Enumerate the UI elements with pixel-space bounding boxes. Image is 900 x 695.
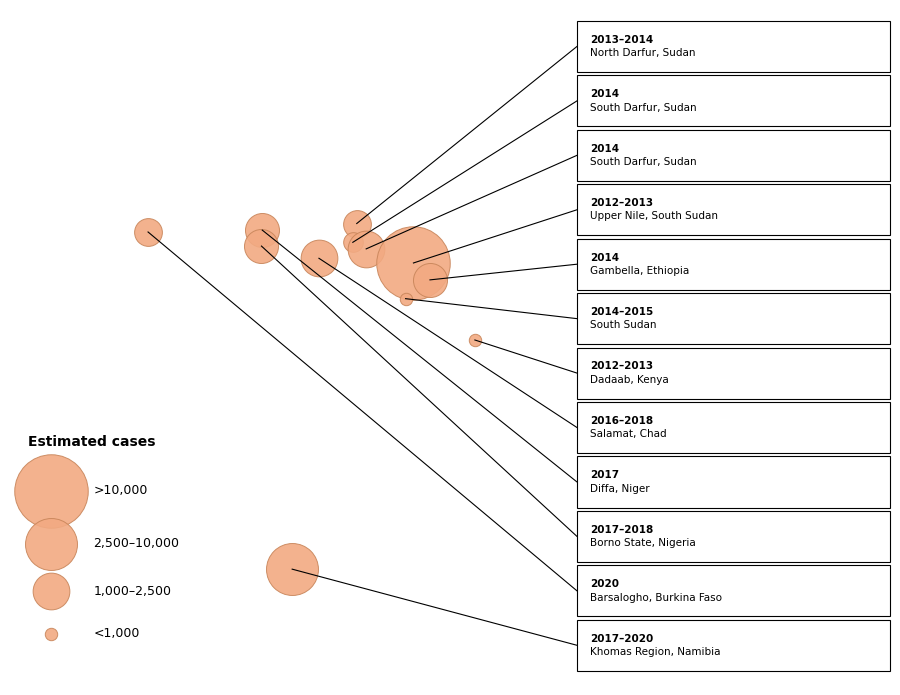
Text: South Sudan: South Sudan	[590, 320, 657, 330]
FancyBboxPatch shape	[577, 348, 890, 399]
Text: Estimated cases: Estimated cases	[28, 436, 155, 450]
FancyBboxPatch shape	[577, 402, 890, 453]
Text: <1,000: <1,000	[94, 627, 140, 640]
Text: 2012–2013: 2012–2013	[590, 198, 653, 208]
Point	[254, 240, 268, 252]
Point	[44, 628, 58, 639]
Point	[255, 224, 269, 236]
Text: 2,500–10,000: 2,500–10,000	[94, 537, 179, 550]
FancyBboxPatch shape	[577, 184, 890, 236]
Text: Diffa, Niger: Diffa, Niger	[590, 484, 650, 493]
Text: 2014–2015: 2014–2015	[590, 307, 653, 317]
FancyBboxPatch shape	[577, 565, 890, 616]
Point	[140, 227, 156, 238]
Point	[399, 293, 413, 304]
Point	[468, 334, 482, 345]
Text: >10,000: >10,000	[94, 484, 148, 498]
Text: Borno State, Nigeria: Borno State, Nigeria	[590, 538, 696, 548]
Text: Gambella, Ethiopia: Gambella, Ethiopia	[590, 266, 689, 276]
Point	[44, 538, 58, 549]
Point	[423, 275, 437, 286]
Text: 2014: 2014	[590, 89, 619, 99]
Text: 2017–2020: 2017–2020	[590, 634, 653, 644]
Text: Salamat, Chad: Salamat, Chad	[590, 430, 667, 439]
Text: 2017: 2017	[590, 471, 619, 480]
Point	[349, 218, 364, 229]
Text: South Darfur, Sudan: South Darfur, Sudan	[590, 157, 697, 167]
Text: Dadaab, Kenya: Dadaab, Kenya	[590, 375, 669, 385]
FancyBboxPatch shape	[577, 130, 890, 181]
Point	[311, 253, 326, 264]
FancyBboxPatch shape	[577, 457, 890, 507]
FancyBboxPatch shape	[577, 620, 890, 671]
FancyBboxPatch shape	[577, 21, 890, 72]
FancyBboxPatch shape	[577, 75, 890, 126]
Text: 2014: 2014	[590, 144, 619, 154]
Text: 2016–2018: 2016–2018	[590, 416, 653, 426]
Point	[359, 243, 374, 254]
Point	[346, 237, 360, 248]
Point	[44, 586, 58, 597]
Text: 1,000–2,500: 1,000–2,500	[94, 584, 171, 598]
Text: 2012–2013: 2012–2013	[590, 361, 653, 371]
Point	[285, 564, 300, 575]
Text: South Darfur, Sudan: South Darfur, Sudan	[590, 103, 697, 113]
Text: 2013–2014: 2013–2014	[590, 35, 653, 44]
Text: Khomas Region, Namibia: Khomas Region, Namibia	[590, 647, 721, 657]
Text: 2017–2018: 2017–2018	[590, 525, 653, 534]
Point	[44, 485, 58, 496]
Text: North Darfur, Sudan: North Darfur, Sudan	[590, 48, 696, 58]
FancyBboxPatch shape	[577, 511, 890, 562]
FancyBboxPatch shape	[577, 293, 890, 344]
Text: 2020: 2020	[590, 579, 619, 589]
Text: 2014: 2014	[590, 252, 619, 263]
Point	[406, 257, 420, 268]
Text: Upper Nile, South Sudan: Upper Nile, South Sudan	[590, 211, 718, 222]
FancyBboxPatch shape	[577, 238, 890, 290]
Text: Barsalogho, Burkina Faso: Barsalogho, Burkina Faso	[590, 593, 723, 603]
